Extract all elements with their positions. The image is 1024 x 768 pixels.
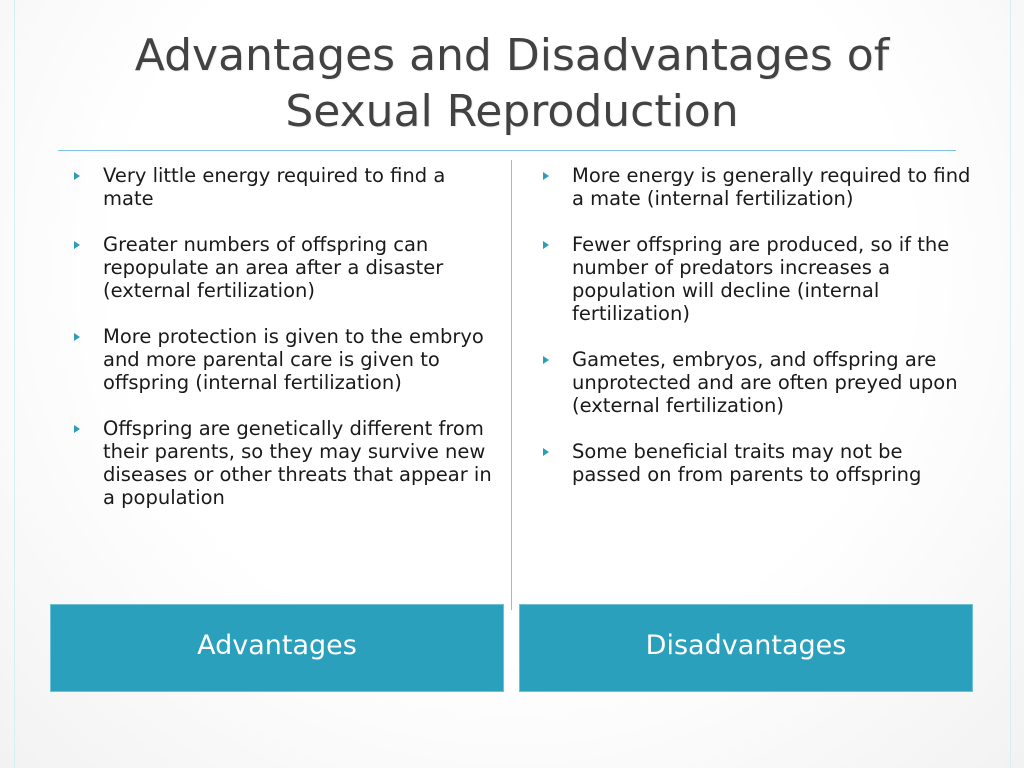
slide-title: Advantages and Disadvantages of Sexual R… (40, 28, 984, 140)
advantages-item: Very little energy required to find a ma… (72, 164, 502, 210)
advantages-column: Very little energy required to find a ma… (72, 164, 502, 532)
advantages-item: Greater numbers of offspring can repopul… (72, 233, 502, 302)
disadvantages-item-text: Gametes, embryos, and offspring are unpr… (572, 348, 958, 417)
triangle-bullet-icon (74, 172, 80, 180)
triangle-bullet-icon (74, 425, 80, 433)
disadvantages-list: More energy is generally required to fin… (541, 164, 971, 486)
title-divider (58, 150, 956, 151)
disadvantages-item-text: Some beneficial traits may not be passed… (572, 440, 922, 486)
disadvantages-item: More energy is generally required to fin… (541, 164, 971, 210)
triangle-bullet-icon (543, 356, 549, 364)
disadvantages-item: Some beneficial traits may not be passed… (541, 440, 971, 486)
advantages-item: More protection is given to the embryo a… (72, 325, 502, 394)
disadvantages-item-text: Fewer offspring are produced, so if the … (572, 233, 950, 325)
title-line-1: Advantages and Disadvantages of (134, 30, 890, 81)
triangle-bullet-icon (543, 172, 549, 180)
advantages-item-text: Offspring are genetically different from… (103, 417, 492, 509)
disadvantages-item-text: More energy is generally required to fin… (572, 164, 971, 210)
disadvantages-item: Fewer offspring are produced, so if the … (541, 233, 971, 325)
column-divider (511, 160, 512, 610)
frame-left-line (14, 0, 15, 768)
triangle-bullet-icon (74, 333, 80, 341)
advantages-item: Offspring are genetically different from… (72, 417, 502, 509)
advantages-item-text: More protection is given to the embryo a… (103, 325, 484, 394)
advantages-item-text: Very little energy required to find a ma… (103, 164, 446, 210)
disadvantages-label: Disadvantages (645, 630, 847, 661)
triangle-bullet-icon (74, 241, 80, 249)
disadvantages-item: Gametes, embryos, and offspring are unpr… (541, 348, 971, 417)
triangle-bullet-icon (543, 448, 549, 456)
advantages-item-text: Greater numbers of offspring can repopul… (103, 233, 444, 302)
advantages-label-box: Advantages (50, 604, 504, 692)
title-line-2: Sexual Reproduction (285, 86, 739, 137)
disadvantages-label-box: Disadvantages (519, 604, 973, 692)
triangle-bullet-icon (543, 241, 549, 249)
advantages-label: Advantages (197, 630, 357, 661)
frame-right-line (1010, 0, 1011, 768)
advantages-list: Very little energy required to find a ma… (72, 164, 502, 509)
disadvantages-column: More energy is generally required to fin… (541, 164, 971, 509)
